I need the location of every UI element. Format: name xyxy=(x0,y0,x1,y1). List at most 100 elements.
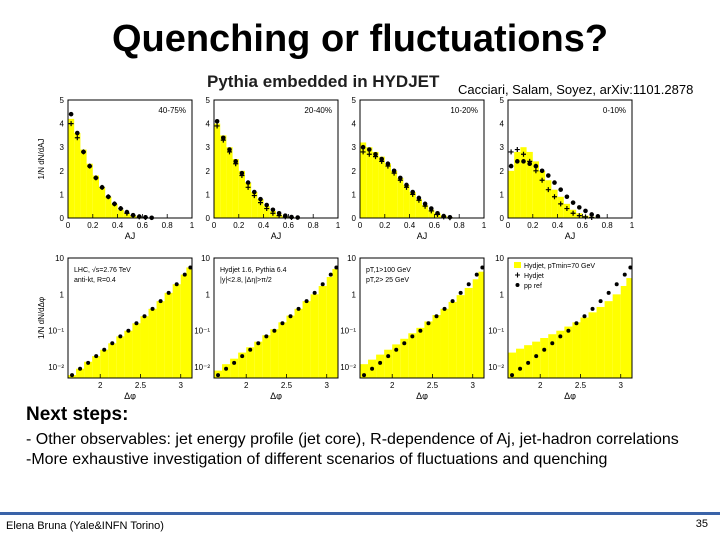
histogram-bar xyxy=(588,312,597,378)
data-point xyxy=(508,163,514,169)
data-point xyxy=(466,282,471,287)
histogram-bar xyxy=(124,330,133,378)
data-point xyxy=(78,366,83,371)
histogram-bar xyxy=(604,301,613,378)
data-point xyxy=(70,373,75,378)
histogram-bar xyxy=(472,279,481,378)
histogram-bar xyxy=(564,326,573,378)
y-tick-label: 1 xyxy=(500,290,505,299)
data-point xyxy=(480,265,485,270)
data-point xyxy=(220,137,226,143)
data-point xyxy=(367,147,372,152)
data-point xyxy=(577,205,582,210)
x-axis-label: AJ xyxy=(125,231,136,241)
histogram-bar xyxy=(86,163,93,218)
data-point xyxy=(270,210,276,216)
x-tick-label: 1 xyxy=(190,221,195,230)
legend-entry: pp ref xyxy=(524,283,542,290)
y-tick-label: 10⁻¹ xyxy=(194,327,210,336)
histogram-bar xyxy=(532,341,541,378)
data-point xyxy=(258,200,263,206)
data-point xyxy=(264,206,270,212)
histogram-bar xyxy=(516,348,525,378)
y-tick-label: 1 xyxy=(352,190,357,199)
histogram-bar xyxy=(508,170,515,218)
data-point xyxy=(574,321,579,326)
histogram-bar xyxy=(424,321,433,378)
histogram-bar xyxy=(262,335,271,378)
figure-grid: 1/N dN/dAJ 1/N dN/dΔφ 0 0.2 0.4 0.6 0.8 1 AJ 0 1 2 3… xyxy=(37,96,635,400)
data-point xyxy=(378,360,383,365)
data-point xyxy=(158,299,163,304)
panel-border xyxy=(67,99,193,219)
x-tick-label: 2.5 xyxy=(575,381,587,390)
data-point xyxy=(614,282,619,287)
data-point xyxy=(558,201,564,207)
histogram-bar xyxy=(580,317,589,378)
data-point xyxy=(442,306,447,311)
data-point xyxy=(589,212,594,217)
histogram-bar xyxy=(226,147,233,218)
histogram-bar xyxy=(332,268,338,378)
data-point xyxy=(526,360,531,365)
histogram-bar xyxy=(238,352,247,378)
y-tick-label: 3 xyxy=(352,143,357,152)
data-point xyxy=(434,314,439,319)
data-point xyxy=(539,168,545,174)
data-point xyxy=(239,173,245,179)
bullet-item: - Other observables: jet energy profile … xyxy=(26,431,679,448)
x-tick-label: 0 xyxy=(506,221,511,230)
histogram-bar xyxy=(326,277,335,378)
histogram-bar xyxy=(384,349,393,378)
panel xyxy=(213,99,339,221)
x-tick-label: 0.4 xyxy=(258,221,270,230)
x-tick-label: 3 xyxy=(471,381,476,390)
y-tick-label: 10⁻² xyxy=(340,363,356,372)
data-point xyxy=(142,314,147,319)
histogram-bar xyxy=(92,175,99,218)
histogram-bar xyxy=(372,151,379,218)
x-tick-label: 0.4 xyxy=(552,221,564,230)
data-point xyxy=(583,208,588,214)
histogram-bar xyxy=(392,344,401,378)
histogram-bar xyxy=(140,316,149,378)
panel xyxy=(213,257,339,379)
data-point xyxy=(545,187,551,193)
panel-text: anti-kt, R=0.4 xyxy=(74,277,116,284)
x-axis-label: Δφ xyxy=(270,391,282,400)
y-tick-label: 4 xyxy=(500,120,505,129)
y-tick-label: 4 xyxy=(352,120,357,129)
y-axis-label: 1/N dN/dΔφ xyxy=(37,297,46,339)
histogram-bar xyxy=(415,199,422,218)
histogram-bar xyxy=(397,177,404,218)
histogram-bar xyxy=(84,361,93,378)
data-point xyxy=(370,366,375,371)
histogram-bar xyxy=(403,184,410,218)
y-tick-label: 0 xyxy=(206,214,211,223)
x-axis-label: AJ xyxy=(565,231,576,241)
y-tick-label: 1 xyxy=(60,290,65,299)
histogram-bar xyxy=(310,294,319,378)
histogram-bar xyxy=(294,308,303,378)
y-tick-label: 1 xyxy=(206,190,211,199)
data-point xyxy=(227,149,232,155)
histogram-bar xyxy=(360,364,369,378)
histogram-bar xyxy=(318,285,327,378)
data-point xyxy=(264,202,270,208)
histogram-bar xyxy=(257,199,264,218)
x-tick-label: 0.8 xyxy=(602,221,614,230)
histogram-bar xyxy=(186,267,192,378)
histogram-bar xyxy=(508,352,517,378)
x-tick-label: 2 xyxy=(538,381,543,390)
slide-title: Quenching or fluctuations? xyxy=(111,18,609,60)
bullet-item: -More exhaustive investigation of differ… xyxy=(26,451,608,468)
histogram-bar xyxy=(76,368,85,378)
histogram-bar xyxy=(408,333,417,378)
x-axis-label: Δφ xyxy=(564,391,576,400)
histogram-bar xyxy=(156,301,165,378)
data-point xyxy=(68,111,74,117)
x-tick-label: 0.4 xyxy=(112,221,124,230)
y-tick-label: 5 xyxy=(500,96,505,105)
histogram-bar xyxy=(626,278,632,378)
data-point xyxy=(518,366,523,371)
